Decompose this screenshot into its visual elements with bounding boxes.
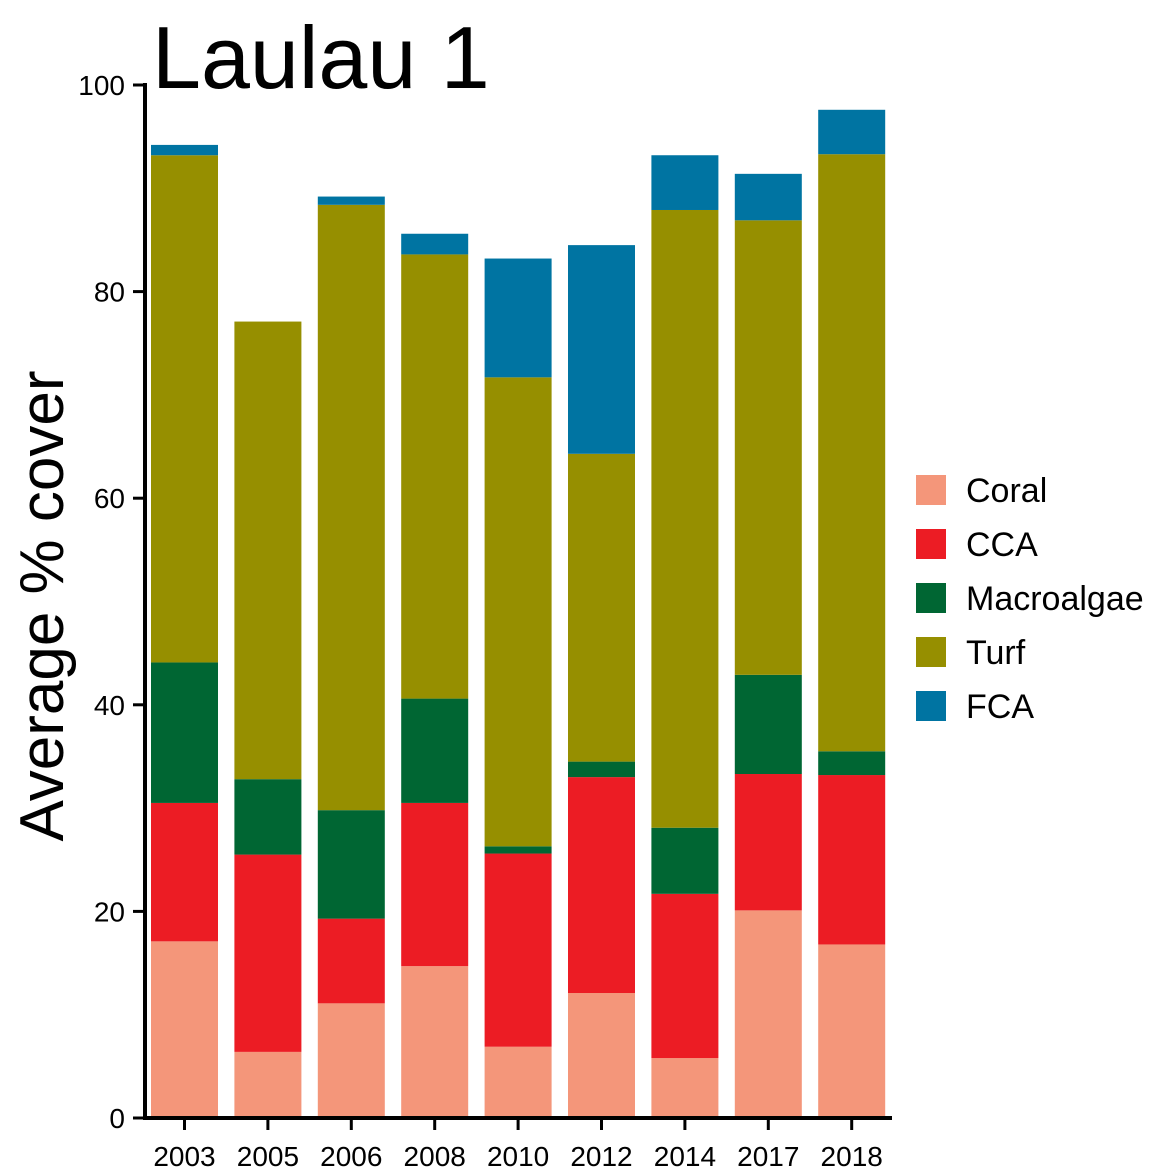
x-tick-label-2010: 2010 xyxy=(487,1141,549,1172)
x-tick-label-2017: 2017 xyxy=(737,1141,799,1172)
legend-label-coral: Coral xyxy=(966,472,1047,510)
bar-segment-coral-2006 xyxy=(317,1003,385,1118)
bar-segment-cca-2006 xyxy=(317,918,385,1004)
x-tick-label-2003: 2003 xyxy=(153,1141,215,1172)
bar-segment-macroalgae-2006 xyxy=(317,810,385,919)
bar-segment-coral-2014 xyxy=(651,1058,719,1118)
bar-segment-turf-2012 xyxy=(568,453,635,762)
y-tick-label-100: 100 xyxy=(78,70,125,101)
bar-segment-macroalgae-2014 xyxy=(651,827,719,894)
bar-segment-cca-2005 xyxy=(234,854,302,1052)
bar-segment-cca-2014 xyxy=(651,893,719,1059)
bar-segment-macroalgae-2018 xyxy=(818,751,886,776)
x-tick-label-2006: 2006 xyxy=(320,1141,382,1172)
bar-segment-coral-2018 xyxy=(818,944,886,1118)
bar-segment-turf-2014 xyxy=(651,209,719,828)
bar-segment-coral-2012 xyxy=(568,993,635,1118)
bar-segment-cca-2017 xyxy=(734,774,802,911)
bar-segment-cca-2012 xyxy=(568,777,635,994)
bar-segment-fca-2010 xyxy=(484,258,552,378)
bar-segment-cca-2008 xyxy=(401,802,469,967)
bar-segment-turf-2006 xyxy=(317,204,385,811)
legend-label-cca: CCA xyxy=(966,526,1038,564)
bar-segment-fca-2017 xyxy=(734,173,802,221)
bar-segment-fca-2012 xyxy=(568,245,635,454)
bar-segment-cca-2018 xyxy=(818,775,886,945)
y-tick-label-0: 0 xyxy=(109,1103,125,1134)
legend-label-macroalgae: Macroalgae xyxy=(966,580,1144,618)
bar-segment-fca-2014 xyxy=(651,155,719,210)
x-tick-label-2012: 2012 xyxy=(570,1141,632,1172)
bar-segment-macroalgae-2010 xyxy=(484,846,552,854)
x-tick-label-2014: 2014 xyxy=(654,1141,716,1172)
y-tick-label-80: 80 xyxy=(94,277,125,308)
bars-group xyxy=(151,109,886,1118)
legend-swatch-turf xyxy=(916,637,946,667)
bar-segment-fca-2006 xyxy=(317,196,385,205)
y-tick-label-40: 40 xyxy=(94,690,125,721)
bar-segment-turf-2003 xyxy=(151,155,218,663)
bar-segment-macroalgae-2005 xyxy=(234,779,302,855)
legend: Coral CCA Macroalgae Turf FCA xyxy=(916,472,1144,726)
chart-title: Laulau 1 xyxy=(152,8,490,107)
legend-label-turf: Turf xyxy=(966,634,1026,672)
bar-segment-coral-2005 xyxy=(234,1051,302,1118)
bar-segment-macroalgae-2003 xyxy=(151,662,218,803)
bar-segment-macroalgae-2012 xyxy=(568,761,635,778)
y-axis-label: Average % cover xyxy=(8,371,77,842)
bar-segment-cca-2010 xyxy=(484,853,552,1047)
legend-swatch-macroalgae xyxy=(916,583,946,613)
bar-segment-turf-2017 xyxy=(734,220,802,675)
bar-segment-coral-2003 xyxy=(151,941,218,1118)
bar-segment-turf-2010 xyxy=(484,377,552,847)
legend-swatch-coral xyxy=(916,475,946,505)
legend-label-fca: FCA xyxy=(966,688,1034,726)
x-tick-label-2005: 2005 xyxy=(237,1141,299,1172)
bar-segment-coral-2008 xyxy=(401,966,469,1118)
x-tick-label-2008: 2008 xyxy=(404,1141,466,1172)
x-tick-label-2018: 2018 xyxy=(821,1141,883,1172)
bar-segment-fca-2003 xyxy=(151,144,218,156)
bar-segment-turf-2008 xyxy=(401,254,469,699)
bar-segment-turf-2005 xyxy=(234,321,302,780)
bar-segment-coral-2017 xyxy=(734,910,802,1118)
bar-segment-fca-2018 xyxy=(818,109,886,155)
bar-segment-turf-2018 xyxy=(818,154,886,752)
bar-segment-macroalgae-2008 xyxy=(401,698,469,803)
y-tick-label-20: 20 xyxy=(94,896,125,927)
bar-segment-cca-2003 xyxy=(151,802,218,942)
bar-segment-fca-2008 xyxy=(401,233,469,255)
legend-swatch-cca xyxy=(916,529,946,559)
bar-segment-coral-2010 xyxy=(484,1046,552,1118)
y-tick-label-60: 60 xyxy=(94,483,125,514)
bar-segment-macroalgae-2017 xyxy=(734,674,802,775)
axes-group: 0 20 40 60 80 100 2003 2005 2006 2008 2010 2012 2014… xyxy=(78,70,892,1172)
legend-swatch-fca xyxy=(916,691,946,721)
